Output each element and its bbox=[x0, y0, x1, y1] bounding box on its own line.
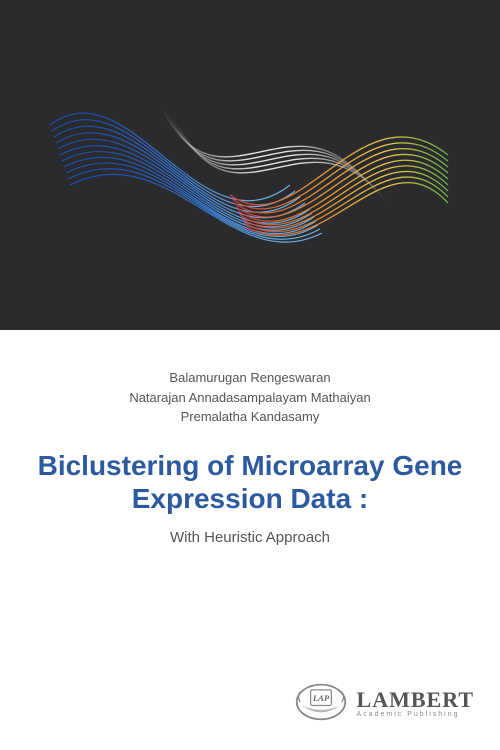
publisher-tagline: Academic Publishing bbox=[357, 711, 460, 718]
author-line: Premalatha Kandasamy bbox=[0, 407, 500, 427]
book-subtitle: With Heuristic Approach bbox=[30, 529, 470, 546]
logo-text: LAP bbox=[311, 693, 329, 703]
publisher-text: LAMBERT Academic Publishing bbox=[357, 687, 474, 718]
book-title: Biclustering of Microarray Gene Expressi… bbox=[30, 449, 470, 515]
publisher-name: LAMBERT bbox=[357, 687, 474, 713]
author-line: Natarajan Annadasampalayam Mathaiyan bbox=[0, 388, 500, 408]
author-line: Balamurugan Rengeswaran bbox=[0, 368, 500, 388]
book-cover: Balamurugan Rengeswaran Natarajan Annada… bbox=[0, 0, 500, 750]
hero-image bbox=[0, 0, 500, 330]
publisher-block: LAP LAMBERT Academic Publishing bbox=[295, 676, 474, 728]
title-block: Biclustering of Microarray Gene Expressi… bbox=[0, 449, 500, 546]
publisher-logo-icon: LAP bbox=[295, 676, 347, 728]
wave-graphic bbox=[40, 45, 460, 285]
authors-block: Balamurugan Rengeswaran Natarajan Annada… bbox=[0, 368, 500, 427]
